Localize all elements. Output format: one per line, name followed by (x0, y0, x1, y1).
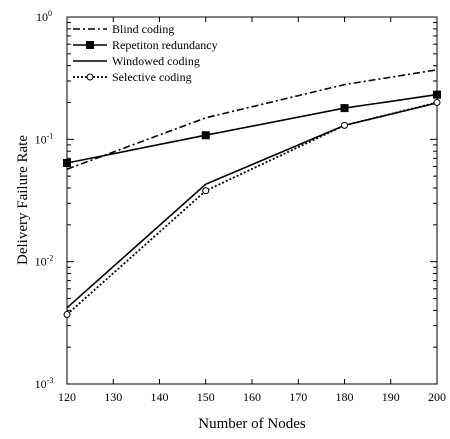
data-point (433, 90, 441, 99)
legend-label: Windowed coding (112, 54, 200, 68)
legend-marker (86, 73, 94, 81)
x-tick-label: 180 (336, 390, 354, 404)
data-point (63, 159, 71, 168)
legend-item: Selective coding (73, 70, 192, 84)
series-4 (63, 99, 441, 318)
data-point (63, 310, 71, 318)
legend-label: Selective coding (112, 70, 192, 84)
legend-label: Blind coding (112, 22, 174, 36)
legend-item: Blind coding (73, 22, 174, 36)
series-line (66, 93, 438, 164)
x-tick-label: 140 (151, 390, 169, 404)
legend: Blind coding Repetiton redundancy Windowed… (73, 22, 218, 84)
data-point (433, 99, 441, 107)
x-tick-label: 170 (289, 390, 307, 404)
series-line (66, 69, 438, 170)
x-tick-label: 150 (197, 390, 215, 404)
legend-label: Repetiton redundancy (112, 38, 218, 52)
series-line (66, 102, 438, 309)
y-axis-ticks: 10-3 10-2 10-1 100 (35, 9, 437, 391)
series-1 (66, 69, 438, 170)
x-tick-label: 120 (58, 390, 76, 404)
series-3 (66, 102, 438, 309)
data-point (201, 131, 210, 140)
legend-item: Repetiton redundancy (73, 38, 218, 52)
data-point (202, 187, 210, 195)
legend-item: Windowed coding (73, 54, 200, 68)
data-point (340, 104, 349, 113)
x-tick-label: 160 (243, 390, 261, 404)
series-line (66, 101, 438, 316)
y-tick-label: 10-3 (35, 376, 54, 391)
x-tick-label: 200 (428, 390, 446, 404)
y-tick-label: 100 (36, 9, 52, 24)
y-tick-label: 10-1 (35, 131, 54, 146)
x-tick-label: 190 (382, 390, 400, 404)
x-tick-label: 130 (104, 390, 122, 404)
y-tick-label: 10-2 (35, 254, 54, 269)
series-2 (63, 90, 441, 168)
y-axis-title: Delivery Failure Rate (15, 135, 31, 265)
legend-marker (86, 41, 94, 49)
series-layer (63, 69, 441, 318)
x-axis-ticks: 120 130 140 150 160 170 180 190 200 (58, 17, 446, 404)
data-point (341, 121, 348, 129)
x-axis-title: Number of Nodes (198, 416, 306, 432)
